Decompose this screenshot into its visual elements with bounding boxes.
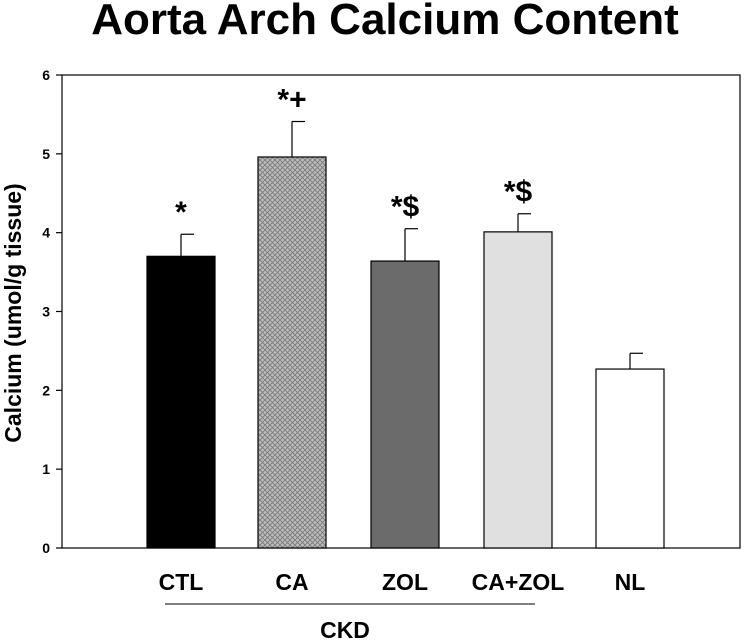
- y-tick-label: 5: [42, 146, 50, 162]
- significance-marker: *$: [504, 176, 533, 209]
- group-label: CKD: [320, 617, 370, 643]
- x-tick-label: CA: [275, 569, 308, 595]
- significance-marker: *+: [277, 84, 306, 117]
- y-tick-label: 1: [42, 461, 50, 477]
- y-tick-label: 2: [42, 382, 50, 398]
- bar-ca: [257, 156, 327, 549]
- significance-marker: *: [175, 196, 187, 229]
- bar-ctl: [146, 255, 216, 549]
- x-tick-label: CTL: [159, 569, 204, 595]
- y-tick-label: 4: [42, 225, 50, 241]
- y-tick-label: 6: [42, 67, 50, 83]
- bar-zol: [370, 260, 440, 549]
- x-tick-label: NL: [615, 569, 646, 595]
- y-tick-label: 0: [42, 540, 50, 556]
- y-axis-label: Calcium (umol/g tissue): [0, 183, 26, 442]
- x-tick-label: CA+ZOL: [472, 569, 565, 595]
- plot-area: 0 1 2 3 4 5 6 * CTL *+ CA *$ ZOL *$ CA+ZOL NL CKD: [42, 67, 741, 643]
- bar-ca-zol: [483, 231, 553, 549]
- significance-marker: *$: [391, 191, 420, 224]
- x-tick-label: ZOL: [382, 569, 428, 595]
- y-tick-label: 3: [42, 304, 50, 320]
- chart-title: Aorta Arch Calcium Content: [91, 0, 679, 44]
- bar-nl: [595, 368, 665, 549]
